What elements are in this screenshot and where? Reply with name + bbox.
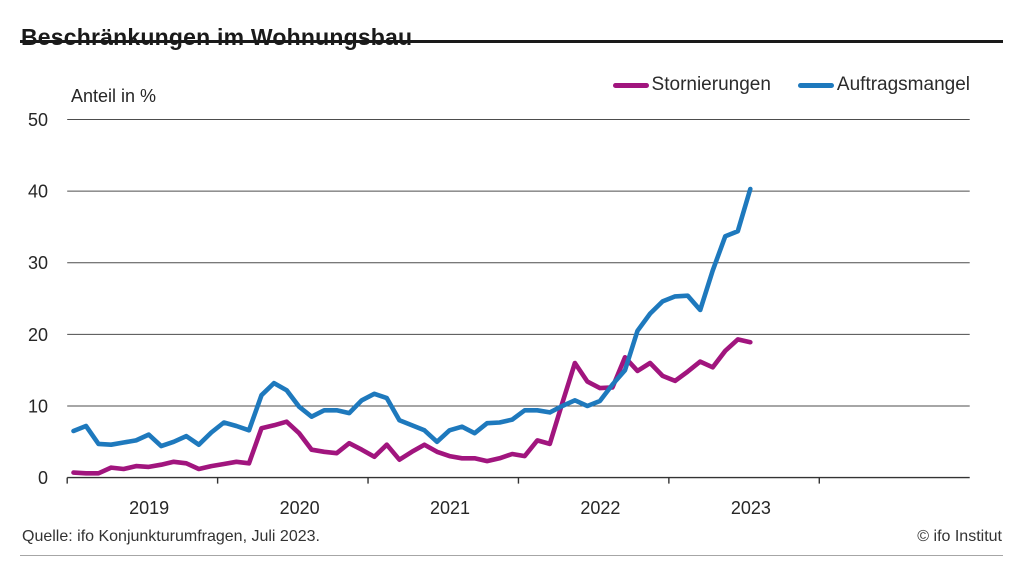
title-underline [20, 40, 1003, 43]
y-tick-label-40: 40 [28, 182, 48, 202]
chart-legend: Stornierungen Auftragsmangel [612, 74, 970, 96]
y-axis-unit-label: Anteil in % [71, 86, 157, 106]
x-tick-label-2021: 2021 [430, 498, 470, 518]
y-tick-label-30: 30 [28, 253, 48, 273]
chart-title: Beschränkungen im Wohnungsbau [21, 24, 413, 51]
series-line-stornierungen [71, 337, 753, 476]
legend-label-auftragsmangel: Auftragsmangel [836, 74, 970, 95]
y-tick-label-10: 10 [28, 396, 48, 416]
x-tick-label-2019: 2019 [129, 498, 169, 518]
copyright-note: © ifo Institut [917, 528, 1002, 545]
source-note: Quelle: ifo Konjunkturumfragen, Juli 202… [22, 528, 320, 545]
stornierungen-line-swatch [612, 82, 649, 88]
legend-item-stornierungen: Stornierungen [612, 74, 771, 96]
x-tick-label-2023: 2023 [731, 498, 771, 518]
legend-label-stornierungen: Stornierungen [651, 74, 771, 95]
y-tick-label-0: 0 [38, 468, 48, 488]
x-tick-label-2020: 2020 [280, 498, 320, 518]
y-tick-label-50: 50 [28, 110, 48, 130]
legend-item-auftragsmangel: Auftragsmangel [797, 74, 970, 96]
y-tick-label-20: 20 [28, 325, 48, 345]
chart-footer: Quelle: ifo Konjunkturumfragen, Juli 202… [22, 528, 1002, 546]
bottom-divider [20, 555, 1003, 556]
auftragsmangel-line-swatch [797, 82, 834, 88]
x-tick-label-2022: 2022 [580, 498, 620, 518]
series-line-auftragsmangel [71, 186, 753, 449]
